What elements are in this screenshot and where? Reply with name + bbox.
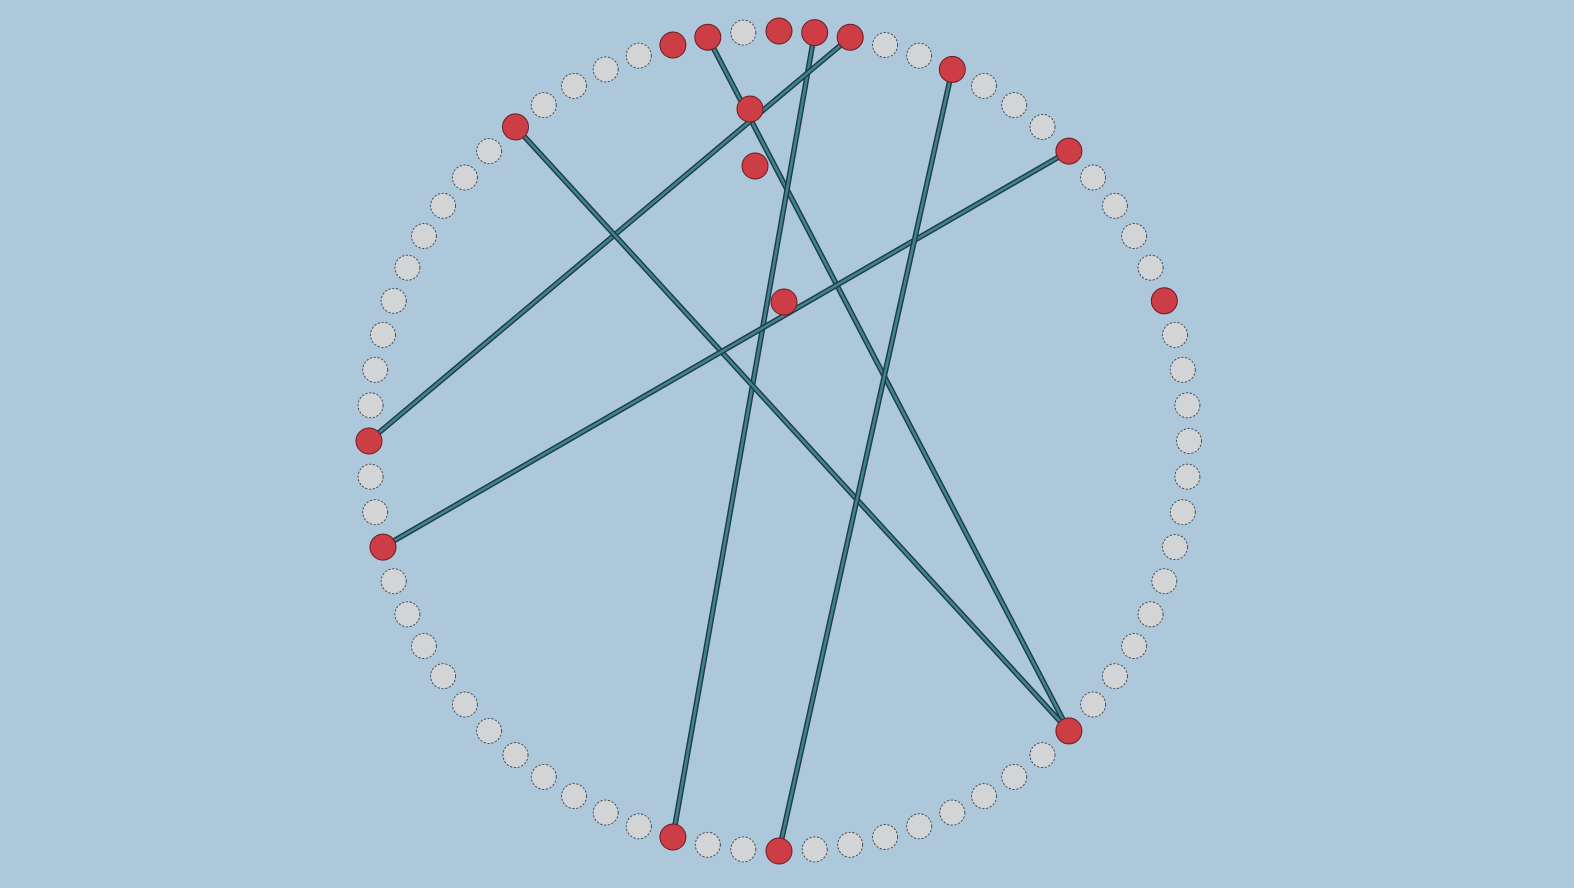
interior-node-inner-b[interactable] [741, 152, 769, 180]
empty-slot-30[interactable] [971, 783, 997, 810]
link-line [706, 35, 1071, 733]
link-70-27 [705, 34, 1072, 734]
empty-slot-49[interactable] [394, 601, 421, 628]
empty-slot-4[interactable] [906, 42, 933, 69]
link-2-54 [366, 34, 853, 444]
empty-slot-8[interactable] [1029, 113, 1056, 140]
empty-slot-50[interactable] [380, 568, 407, 595]
empty-slot-41[interactable] [592, 799, 619, 826]
ring-node-5[interactable] [938, 55, 966, 83]
empty-slot-60[interactable] [410, 223, 437, 249]
empty-slot-61[interactable] [430, 192, 457, 219]
empty-slot-40[interactable] [625, 813, 652, 840]
empty-slot-16[interactable] [1169, 356, 1196, 383]
empty-slot-35[interactable] [801, 836, 828, 863]
interior-node-inner-a[interactable] [736, 95, 764, 123]
interior-node-inner-c[interactable] [770, 288, 798, 316]
ring-node-27[interactable] [1055, 717, 1083, 745]
empty-slot-63[interactable] [476, 138, 503, 165]
empty-slot-28[interactable] [1029, 742, 1056, 769]
empty-slot-10[interactable] [1080, 164, 1107, 191]
empty-slot-52[interactable] [362, 499, 389, 526]
empty-slot-6[interactable] [971, 72, 997, 99]
ring-node-2[interactable] [836, 23, 864, 51]
empty-slot-56[interactable] [362, 356, 389, 383]
empty-slot-29[interactable] [1001, 763, 1028, 790]
empty-slot-45[interactable] [476, 717, 503, 744]
empty-slot-58[interactable] [380, 287, 407, 314]
ring-node-9[interactable] [1055, 137, 1083, 165]
ring-node-70[interactable] [694, 23, 722, 51]
empty-slot-19[interactable] [1174, 463, 1201, 490]
ring-slots [357, 19, 1202, 863]
link-36-5 [776, 66, 956, 854]
ring-node-39[interactable] [659, 823, 687, 851]
empty-slot-32[interactable] [906, 813, 933, 840]
empty-slot-11[interactable] [1101, 192, 1128, 219]
ring-node-0[interactable] [765, 17, 793, 45]
empty-slot-26[interactable] [1080, 691, 1107, 718]
empty-slot-67[interactable] [592, 56, 619, 83]
ring-node-14[interactable] [1150, 287, 1178, 315]
empty-slot-65[interactable] [530, 92, 557, 119]
link-line [671, 31, 817, 839]
ring-node-51[interactable] [369, 533, 397, 561]
ring-node-36[interactable] [765, 837, 793, 865]
empty-slot-3[interactable] [872, 32, 899, 58]
empty-slot-55[interactable] [357, 392, 384, 419]
empty-slot-68[interactable] [625, 42, 652, 69]
ring-node-54[interactable] [355, 427, 383, 455]
link-64-27 [512, 124, 1072, 734]
empty-slot-37[interactable] [730, 836, 757, 863]
empty-slot-25[interactable] [1101, 663, 1128, 690]
links [366, 29, 1072, 854]
empty-slot-71[interactable] [730, 19, 757, 46]
empty-slot-42[interactable] [561, 783, 587, 810]
link-1-39 [670, 29, 818, 840]
nodes [355, 17, 1178, 865]
link-line [381, 149, 1071, 549]
link-line [514, 125, 1071, 733]
empty-slot-38[interactable] [694, 831, 721, 858]
link-line [777, 68, 954, 853]
empty-slot-24[interactable] [1121, 633, 1148, 659]
empty-slot-20[interactable] [1169, 499, 1196, 526]
empty-slot-47[interactable] [430, 663, 457, 690]
empty-slot-31[interactable] [939, 799, 966, 826]
empty-slot-7[interactable] [1001, 92, 1028, 119]
empty-slot-66[interactable] [561, 72, 587, 99]
link-line [367, 35, 852, 443]
empty-slot-33[interactable] [872, 824, 899, 850]
empty-slot-22[interactable] [1151, 568, 1178, 595]
empty-slot-62[interactable] [451, 164, 478, 191]
empty-slot-44[interactable] [502, 742, 529, 769]
empty-slot-18[interactable] [1176, 428, 1202, 454]
ring-node-64[interactable] [502, 113, 529, 141]
empty-slot-12[interactable] [1121, 223, 1148, 249]
empty-slot-13[interactable] [1137, 254, 1164, 281]
empty-slot-46[interactable] [451, 691, 478, 718]
empty-slot-15[interactable] [1162, 321, 1188, 348]
empty-slot-53[interactable] [357, 463, 384, 490]
ring-node-1[interactable] [801, 19, 829, 47]
empty-slot-57[interactable] [370, 321, 396, 348]
empty-slot-34[interactable] [837, 831, 864, 858]
empty-slot-59[interactable] [394, 254, 421, 281]
empty-slot-17[interactable] [1174, 392, 1201, 419]
empty-slot-43[interactable] [530, 763, 557, 790]
empty-slot-21[interactable] [1162, 534, 1188, 561]
ring-node-69[interactable] [659, 31, 687, 59]
empty-slot-23[interactable] [1137, 601, 1164, 628]
empty-slot-48[interactable] [410, 633, 437, 659]
link-9-51 [380, 148, 1072, 550]
